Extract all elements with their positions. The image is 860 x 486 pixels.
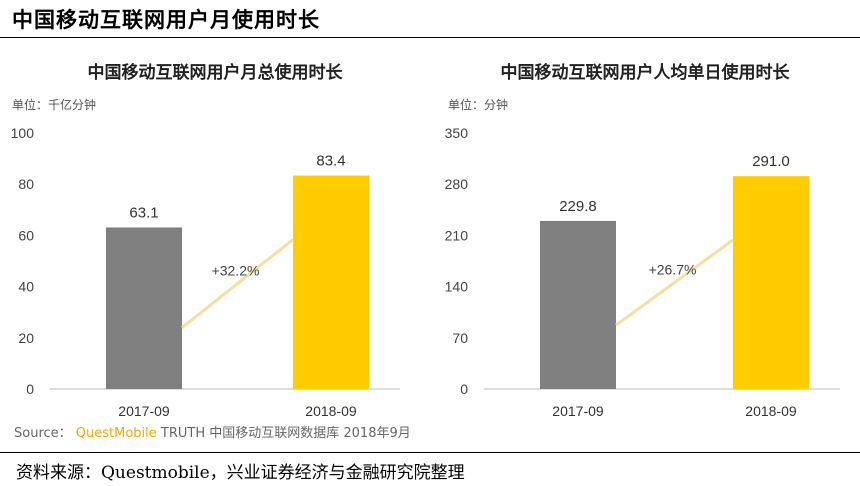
chart-svg: 0 20 40 60 80 100 63.1 2017-09 83.4 2018-09 +32.2% (11, 125, 400, 419)
page-title: 中国移动互联网用户月使用时长 (12, 7, 320, 32)
chart-daily-average: 中国移动互联网用户人均单日使用时长 单位：分钟 0 70 140 210 280 350 2… (430, 40, 860, 419)
data-label: 63.1 (129, 204, 158, 221)
source-label: Source： (14, 426, 72, 441)
y-tick-label: 350 (445, 125, 469, 141)
growth-annotation: +26.7% (649, 262, 697, 278)
data-label: 291.0 (752, 153, 790, 170)
footer-source: 资料来源：Questmobile，兴业证券经济与金融研究院整理 (16, 463, 465, 483)
growth-annotation: +32.2% (212, 263, 260, 279)
y-tick-label: 0 (26, 381, 34, 397)
y-tick-label: 70 (452, 330, 468, 346)
bar-2018-09 (293, 175, 369, 389)
x-tick-label: 2017-09 (552, 403, 604, 419)
y-tick-label: 40 (18, 279, 34, 295)
y-tick-label: 100 (11, 125, 35, 141)
source-rest: TRUTH 中国移动互联网数据库 2018年9月 (160, 426, 411, 441)
unit-label: 单位：分钟 (448, 98, 509, 112)
data-label: 229.8 (559, 198, 597, 215)
bar-2017-09 (106, 227, 182, 389)
chart-title: 中国移动互联网用户人均单日使用时长 (500, 63, 790, 83)
y-tick-label: 140 (445, 279, 469, 295)
y-tick-label: 210 (445, 227, 469, 243)
top-divider (0, 37, 860, 38)
bottom-divider (0, 452, 860, 453)
x-tick-label: 2018-09 (305, 403, 357, 419)
growth-connector (181, 238, 294, 329)
y-tick-label: 20 (18, 330, 34, 346)
bar-2018-09 (733, 176, 809, 389)
bar-2017-09 (540, 220, 616, 389)
chart-monthly-total: 中国移动互联网用户月总使用时长 单位：千亿分钟 0 20 40 60 80 100 63.1… (0, 40, 430, 419)
y-tick-label: 80 (18, 176, 34, 192)
data-label: 83.4 (316, 152, 345, 169)
unit-label: 单位：千亿分钟 (12, 98, 97, 112)
chart-svg: 0 70 140 210 280 350 229.8 2017-09 291.0 2018-09 +… (445, 125, 840, 419)
source-brand: QuestMobile (75, 426, 157, 441)
chart-title: 中国移动互联网用户月总使用时长 (87, 63, 343, 83)
y-tick-label: 0 (460, 381, 468, 397)
source-note: Source： QuestMobile TRUTH 中国移动互联网数据库 201… (14, 422, 411, 441)
growth-connector (615, 238, 734, 327)
y-tick-label: 280 (445, 176, 469, 192)
y-tick-label: 60 (18, 227, 34, 243)
x-tick-label: 2018-09 (745, 403, 797, 419)
x-tick-label: 2017-09 (118, 403, 170, 419)
